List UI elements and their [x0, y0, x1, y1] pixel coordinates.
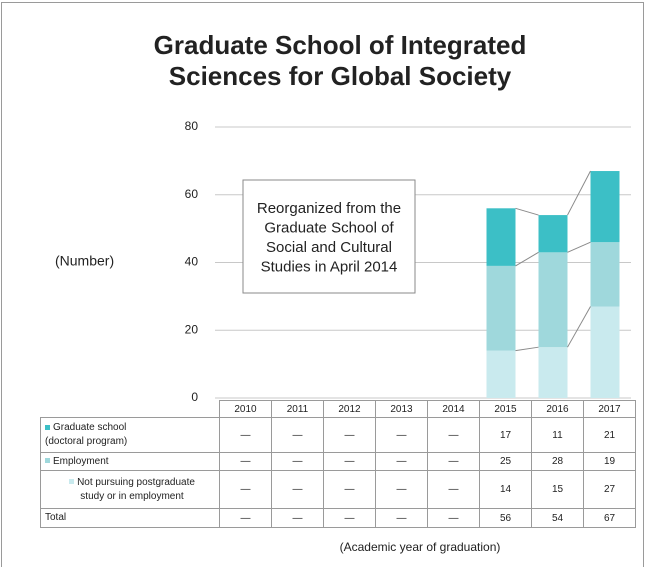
- year-header: 2014: [427, 400, 480, 418]
- year-header: 2011: [271, 400, 324, 418]
- table-row: Employment — — — — —25 28 19: [40, 452, 636, 471]
- connector: [515, 207, 539, 216]
- bar-segment: [538, 347, 568, 398]
- bar-segment: [538, 252, 568, 348]
- x-axis-label: (Academic year of graduation): [340, 540, 501, 554]
- legend-swatch: [69, 479, 75, 485]
- row-label: Employment: [53, 455, 109, 467]
- value-cell: 27: [583, 470, 636, 509]
- value-cell: —: [375, 452, 428, 471]
- row-name: Employment: [40, 452, 220, 471]
- y-axis-label: (Number): [55, 253, 114, 269]
- legend-swatch: [45, 458, 50, 464]
- value-cell: 28: [531, 452, 584, 471]
- value-cell: —: [427, 452, 480, 471]
- value-cell: 25: [479, 452, 532, 471]
- table-row: Total — — — — —56 54 67: [40, 508, 636, 528]
- row-label: Graduate school (doctoral program): [45, 422, 128, 447]
- bar-segment: [590, 171, 620, 243]
- value-cell: —: [427, 508, 480, 528]
- annotation: Reorganized from the Graduate School of So…: [257, 200, 401, 276]
- value-cell: —: [323, 417, 376, 453]
- bar-segment: [486, 350, 516, 398]
- year-header: 2017: [583, 400, 636, 418]
- year-header: 2015: [479, 400, 532, 418]
- value-cell: 19: [583, 452, 636, 471]
- value-cell: —: [219, 417, 272, 453]
- value-cell: —: [427, 470, 480, 509]
- value-cell: —: [323, 508, 376, 528]
- y-tick-label: 20: [185, 322, 199, 336]
- annotation-box: [242, 179, 416, 294]
- table-row: Not pursuing postgraduate study or in em…: [40, 470, 636, 509]
- connector: [567, 241, 591, 253]
- bar-segment: [590, 242, 620, 307]
- legend-swatch: [45, 424, 50, 430]
- year-header: 2016: [531, 400, 584, 418]
- row-name: Total: [40, 508, 220, 528]
- value-cell: —: [219, 452, 272, 471]
- year-header: 2012: [323, 400, 376, 418]
- row-label: Total: [45, 512, 67, 523]
- row-name: Graduate school (doctoral program): [40, 417, 220, 453]
- connector: [515, 251, 539, 267]
- bar-segment: [590, 306, 620, 398]
- value-cell: 11: [531, 417, 584, 453]
- table-header-row: 2010 2011 2012 2013 2014 2015 2016 2017: [41, 400, 636, 418]
- y-tick-label: 60: [185, 187, 199, 201]
- value-cell: —: [271, 417, 324, 453]
- y-tick-label: 80: [185, 119, 199, 133]
- value-cell: —: [427, 417, 480, 453]
- value-cell: —: [271, 452, 324, 471]
- value-cell: 21: [583, 417, 636, 453]
- value-cell: —: [375, 417, 428, 453]
- row-label: Not pursuing postgraduate study or in em…: [77, 476, 195, 502]
- corner-cell: [41, 401, 220, 418]
- bar-segment: [486, 208, 516, 266]
- value-cell: 15: [531, 470, 584, 509]
- bar-segment: [486, 265, 516, 351]
- y-tick-label: 40: [185, 255, 199, 269]
- connector: [567, 306, 591, 348]
- value-cell: —: [323, 470, 376, 509]
- value-cell: —: [375, 508, 428, 528]
- value-cell: 54: [531, 508, 584, 528]
- y-tick-label: 0: [191, 390, 198, 404]
- value-cell: —: [219, 470, 272, 509]
- value-cell: 14: [479, 470, 532, 509]
- row-name: Not pursuing postgraduate study or in em…: [40, 470, 220, 509]
- year-header: 2010: [219, 400, 272, 418]
- value-cell: —: [323, 452, 376, 471]
- value-cell: —: [271, 508, 324, 528]
- value-cell: 67: [583, 508, 636, 528]
- connector: [515, 346, 539, 352]
- value-cell: 56: [479, 508, 532, 528]
- value-cell: 17: [479, 417, 532, 453]
- year-header: 2013: [375, 400, 428, 418]
- bar-segment: [538, 215, 568, 253]
- data-table: 2010 2011 2012 2013 2014 2015 2016 2017 Graduate…: [40, 400, 636, 528]
- value-cell: —: [271, 470, 324, 509]
- value-cell: —: [375, 470, 428, 509]
- connector: [567, 170, 591, 216]
- value-cell: —: [219, 508, 272, 528]
- table-row: Graduate school (doctoral program) — — — — —1…: [40, 417, 636, 453]
- chart-title: Graduate School of Integrated Sciences fo…: [154, 30, 527, 91]
